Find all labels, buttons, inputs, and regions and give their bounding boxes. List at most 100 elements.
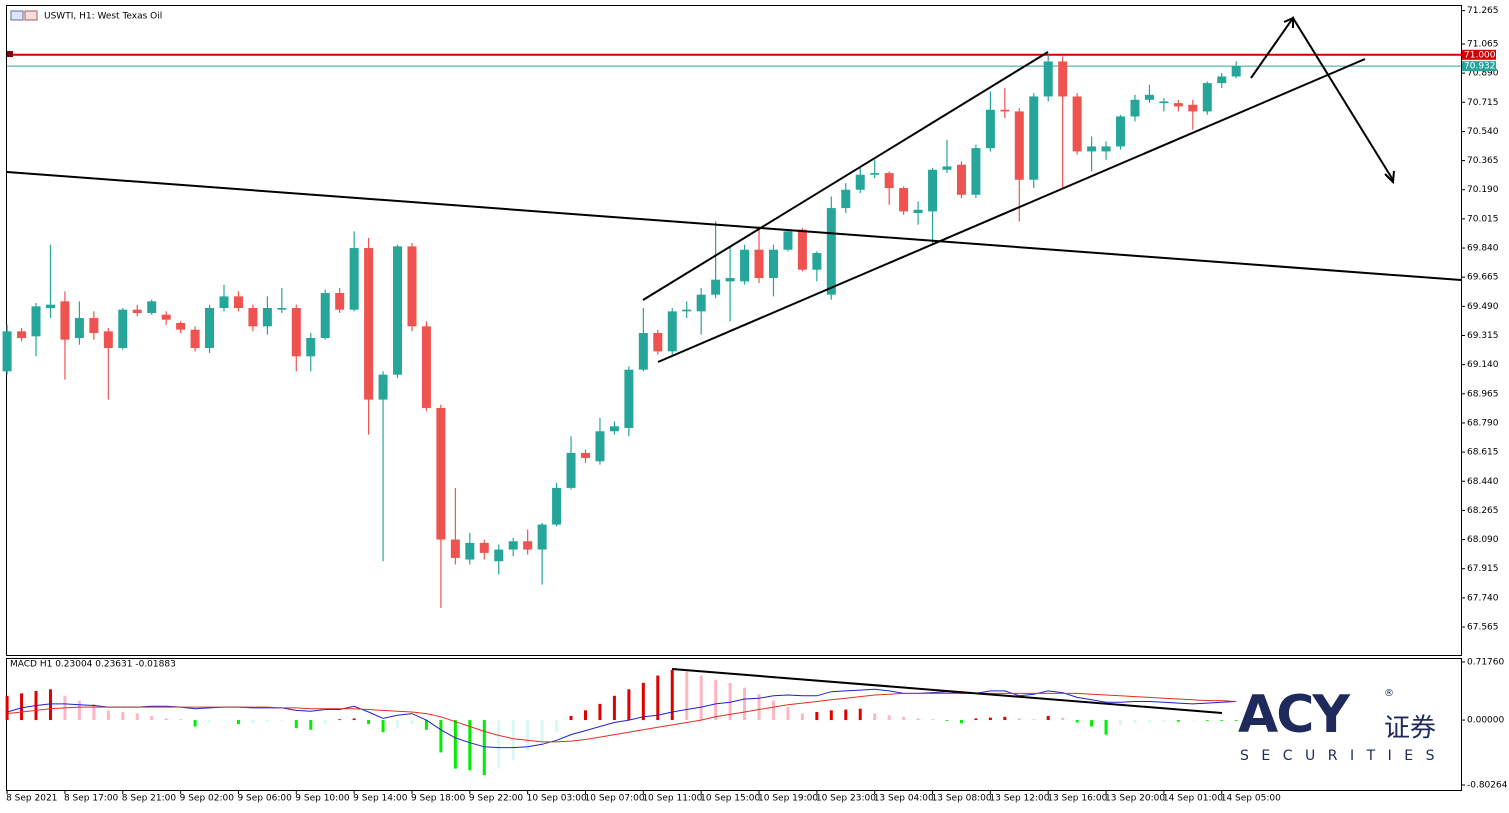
histogram-bar	[1119, 720, 1123, 725]
histogram-bar	[48, 689, 52, 721]
candle-body	[826, 208, 836, 295]
histogram-bar	[135, 713, 139, 721]
icon	[10, 10, 24, 21]
candle-body	[161, 314, 171, 320]
histogram-bar	[179, 719, 183, 721]
histogram-bar	[396, 720, 400, 729]
candle-body	[754, 249, 764, 279]
candle-body	[176, 323, 186, 330]
candle-body	[291, 308, 301, 357]
histogram-bar	[1075, 720, 1079, 723]
price-label: 71.000	[1464, 50, 1496, 60]
candle-body	[1188, 104, 1198, 112]
histogram-bar	[844, 709, 848, 721]
histogram-bar	[627, 689, 631, 721]
histogram-bar	[714, 679, 718, 721]
candle-body	[711, 279, 721, 295]
macd-title: MACD H1 0.23004 0.23631 -0.01883	[10, 660, 176, 670]
x-tick-label: 13 Sep 16:00	[1047, 794, 1107, 804]
histogram-bar	[323, 720, 327, 725]
histogram-bar	[265, 720, 269, 722]
candle-body	[1043, 61, 1053, 97]
y-tick-label: 0.00000	[1467, 716, 1504, 726]
channel-upper	[642, 51, 1049, 301]
candle-body	[205, 308, 215, 348]
histogram-bar	[526, 720, 530, 751]
candle-body	[1173, 103, 1183, 107]
candle-body	[1159, 101, 1169, 104]
histogram-bar	[106, 710, 110, 721]
symbol-icon	[10, 10, 38, 21]
candle-body	[609, 426, 619, 432]
candle-body	[956, 164, 966, 195]
candle-body	[1101, 146, 1111, 152]
histogram-bar	[598, 703, 602, 721]
y-tick-label: 69.315	[1467, 331, 1499, 341]
histogram-bar	[555, 720, 559, 733]
histogram-bar	[20, 693, 24, 721]
histogram-bar	[743, 687, 747, 721]
candle-body	[31, 306, 41, 337]
histogram-bar	[670, 669, 674, 721]
histogram-bar	[338, 719, 342, 721]
arrow-head	[1283, 16, 1294, 28]
y-tick-label: 68.965	[1467, 389, 1499, 399]
candle-body	[942, 166, 952, 170]
y-tick-label: 70.015	[1467, 214, 1499, 224]
candle-body	[1058, 61, 1068, 97]
histogram-bar	[208, 720, 212, 723]
histogram-bar	[193, 720, 197, 727]
x-tick-label: 13 Sep 12:00	[989, 794, 1049, 804]
candle-body	[45, 304, 55, 309]
histogram-bar	[1046, 716, 1050, 721]
candle-body	[1000, 109, 1010, 112]
candle-body	[899, 188, 909, 212]
candle-body	[74, 318, 84, 338]
candle-body	[913, 209, 923, 214]
histogram-bar	[815, 711, 819, 721]
histogram-bar	[1176, 720, 1180, 722]
candle-body	[1087, 146, 1097, 152]
y-tick-label: 70.190	[1467, 185, 1499, 195]
histogram-bar	[540, 720, 544, 743]
x-tick-label: 9 Sep 02:00	[180, 794, 235, 804]
histogram-bar	[786, 707, 790, 721]
macd-line	[6, 688, 1237, 749]
y-tick-label: 69.840	[1467, 244, 1499, 254]
candle-body	[494, 549, 504, 562]
chart-title: USWTI, H1: West Texas Oil	[44, 12, 162, 22]
candle-body	[653, 332, 663, 352]
x-tick-label: 9 Sep 10:00	[295, 794, 350, 804]
x-tick-label: 13 Sep 04:00	[874, 794, 934, 804]
histogram-bar	[959, 720, 963, 724]
histogram-bar	[5, 695, 9, 721]
candle-body	[884, 173, 894, 189]
histogram-bar	[1090, 720, 1094, 727]
x-tick-label: 13 Sep 08:00	[932, 794, 992, 804]
x-tick-label: 10 Sep 23:00	[816, 794, 876, 804]
histogram-bar	[1061, 717, 1065, 721]
candle-body	[335, 293, 345, 310]
histogram-bar	[641, 682, 645, 721]
candle-body	[378, 374, 388, 400]
histogram-bar	[1017, 718, 1021, 721]
candle-body	[450, 539, 460, 558]
x-tick-label: 13 Sep 20:00	[1105, 794, 1165, 804]
icon	[24, 10, 38, 21]
candle-body	[841, 189, 851, 209]
histogram-bar	[482, 720, 486, 776]
histogram-bar	[1133, 720, 1137, 724]
y-tick-label: -0.80264	[1467, 781, 1508, 791]
candle-body	[1029, 96, 1039, 180]
x-tick-label: 10 Sep 15:00	[700, 794, 760, 804]
y-tick-label: 68.090	[1467, 535, 1499, 545]
candle-body	[1202, 83, 1212, 112]
x-tick-label: 8 Sep 17:00	[64, 794, 119, 804]
candle-body	[1231, 66, 1241, 77]
histogram-bar	[410, 720, 414, 725]
candle-body	[667, 311, 677, 352]
trend-lines	[6, 16, 1462, 714]
histogram-bar	[236, 720, 240, 725]
histogram-bar	[468, 720, 472, 771]
y-tick-label: 69.665	[1467, 273, 1499, 283]
